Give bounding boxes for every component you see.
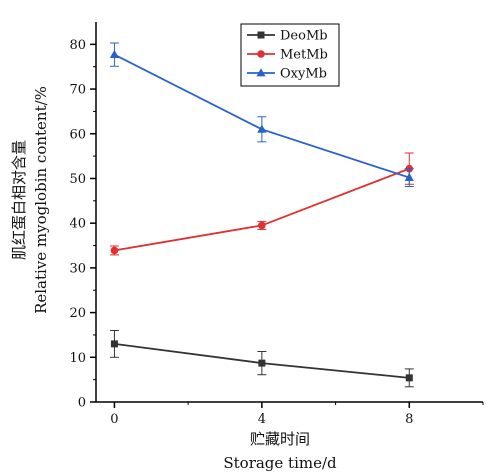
y-tick-label: 70 (69, 83, 86, 98)
y-tick-label: 0 (78, 396, 86, 411)
x-axis-title-en: Storage time/d (223, 454, 337, 472)
axes (95, 22, 483, 403)
legend-oxymb-label: OxyMb (280, 67, 327, 82)
metmb-point (258, 221, 266, 230)
y-ticks: 0 10 20 30 40 50 60 70 80 (69, 38, 96, 411)
x-ticks: 0 4 8 (110, 402, 484, 427)
y-axis-title-en: Relative myoglobin content/% (32, 86, 50, 314)
metmb-point (110, 246, 119, 255)
series-metmb (109, 152, 414, 256)
x-tick-label: 8 (405, 412, 413, 427)
y-tick-label: 40 (69, 217, 86, 232)
y-tick-label: 80 (69, 38, 86, 53)
x-tick-label: 0 (110, 412, 118, 427)
oxymb-point (257, 124, 267, 133)
legend-deomb-label: DeoMb (280, 29, 328, 44)
series-deomb (109, 329, 414, 388)
deomb-point (258, 359, 266, 367)
x-axis-title-cn: 贮藏时间 (250, 430, 310, 448)
series-oxymb (109, 42, 414, 188)
legend-metmb-label: MetMb (280, 48, 328, 63)
oxymb-point (404, 172, 414, 181)
legend-metmb-marker (257, 50, 265, 58)
legend-deomb-marker (257, 31, 265, 39)
metmb-line (114, 167, 410, 252)
legend: DeoMb MetMb OxyMb (240, 23, 340, 87)
deomb-point (405, 374, 413, 382)
y-tick-label: 50 (69, 172, 86, 187)
series-layer (109, 42, 414, 388)
y-tick-label: 10 (69, 351, 86, 366)
legend-oxymb-marker (256, 68, 266, 77)
deomb-point (110, 340, 118, 348)
x-tick-label: 4 (258, 412, 266, 427)
y-tick-label: 30 (69, 261, 86, 276)
oxymb-point (109, 49, 120, 59)
y-axis-title-cn: 肌红蛋白相对含量 (10, 140, 28, 260)
y-tick-label: 60 (69, 127, 86, 142)
y-tick-label: 20 (69, 306, 86, 321)
